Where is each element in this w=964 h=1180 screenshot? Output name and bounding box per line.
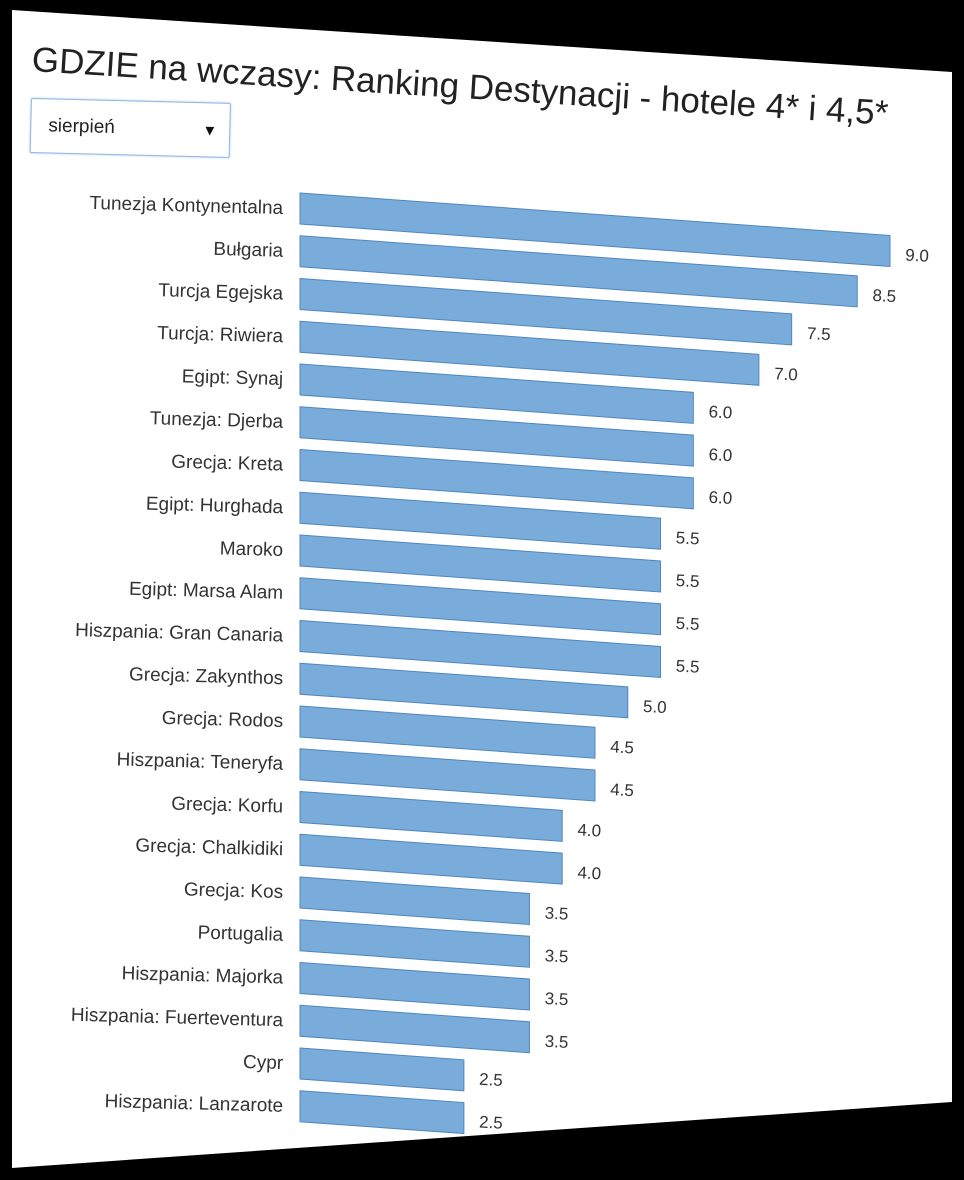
value-label-3: 7.0 (774, 364, 799, 384)
category-label-14: Grecja: Korfu (171, 794, 283, 818)
value-label-0: 9.0 (905, 246, 930, 266)
bar-20[interactable] (299, 1047, 465, 1092)
category-label-21: Hiszpania: Lanzarote (104, 1091, 283, 1117)
value-label-15: 4.0 (577, 863, 602, 883)
bar-3[interactable] (299, 320, 760, 386)
bar-7[interactable] (299, 491, 662, 550)
category-label-12: Grecja: Rodos (161, 708, 283, 732)
category-label-10: Hiszpania: Gran Canaria (75, 620, 284, 646)
bar-13[interactable] (299, 748, 596, 802)
value-label-6: 6.0 (708, 488, 733, 508)
value-label-11: 5.0 (643, 697, 668, 717)
bar-10[interactable] (299, 619, 662, 678)
category-label-7: Egipt: Hurghada (146, 494, 284, 519)
bar-21[interactable] (299, 1090, 465, 1135)
category-label-6: Grecja: Kreta (171, 452, 284, 476)
value-label-19: 3.5 (544, 1032, 569, 1052)
category-label-20: Cypr (243, 1052, 284, 1074)
value-label-13: 4.5 (610, 780, 635, 800)
value-label-18: 3.5 (544, 989, 569, 1009)
value-label-17: 3.5 (544, 946, 569, 966)
value-label-20: 2.5 (479, 1070, 504, 1090)
value-label-4: 6.0 (708, 402, 733, 422)
value-label-16: 3.5 (544, 904, 569, 924)
bar-16[interactable] (299, 876, 530, 926)
value-label-14: 4.0 (577, 820, 602, 840)
category-label-18: Hiszpania: Majorka (121, 963, 283, 988)
value-label-8: 5.5 (675, 571, 700, 591)
value-label-10: 5.5 (675, 656, 700, 676)
chart-page: GDZIE na wczasy: Ranking Destynacji - ho… (12, 10, 952, 1168)
category-label-15: Grecja: Chalkidiki (135, 835, 283, 860)
bar-19[interactable] (299, 1004, 530, 1054)
category-label-4: Egipt: Synaj (181, 366, 283, 390)
bar-9[interactable] (299, 577, 662, 636)
bar-17[interactable] (299, 919, 530, 968)
value-label-21: 2.5 (479, 1113, 504, 1133)
bar-5[interactable] (299, 406, 694, 467)
category-label-1: Bułgaria (213, 239, 284, 262)
category-label-16: Grecja: Kos (184, 879, 284, 903)
category-label-2: Turcja Egejska (158, 280, 284, 304)
category-label-13: Hiszpania: Teneryfa (116, 749, 283, 774)
category-label-19: Hiszpania: Fuerteventura (71, 1005, 284, 1032)
bar-1[interactable] (299, 235, 858, 308)
category-label-0: Tunezja Kontynentalna (89, 193, 284, 219)
category-label-8: Maroko (220, 538, 284, 561)
category-label-17: Portugalia (197, 923, 284, 946)
category-label-5: Tunezja: Djerba (149, 408, 283, 432)
value-label-9: 5.5 (675, 614, 700, 634)
bar-11[interactable] (299, 662, 629, 719)
bar-8[interactable] (299, 534, 662, 593)
value-label-12: 4.5 (610, 737, 635, 757)
bar-6[interactable] (299, 448, 694, 510)
bar-0[interactable] (299, 192, 891, 268)
bar-18[interactable] (299, 961, 530, 1011)
bar-4[interactable] (299, 363, 694, 424)
bar-14[interactable] (299, 790, 563, 842)
value-label-5: 6.0 (708, 445, 733, 465)
bar-2[interactable] (299, 277, 793, 346)
category-label-11: Grecja: Zakynthos (129, 664, 284, 689)
category-label-9: Egipt: Marsa Alam (129, 579, 284, 604)
bar-15[interactable] (299, 833, 563, 885)
value-label-7: 5.5 (675, 528, 700, 548)
value-label-2: 7.5 (806, 324, 831, 344)
category-label-3: Turcja: Riwiera (157, 323, 284, 347)
value-label-1: 8.5 (872, 286, 897, 306)
bar-12[interactable] (299, 705, 596, 759)
